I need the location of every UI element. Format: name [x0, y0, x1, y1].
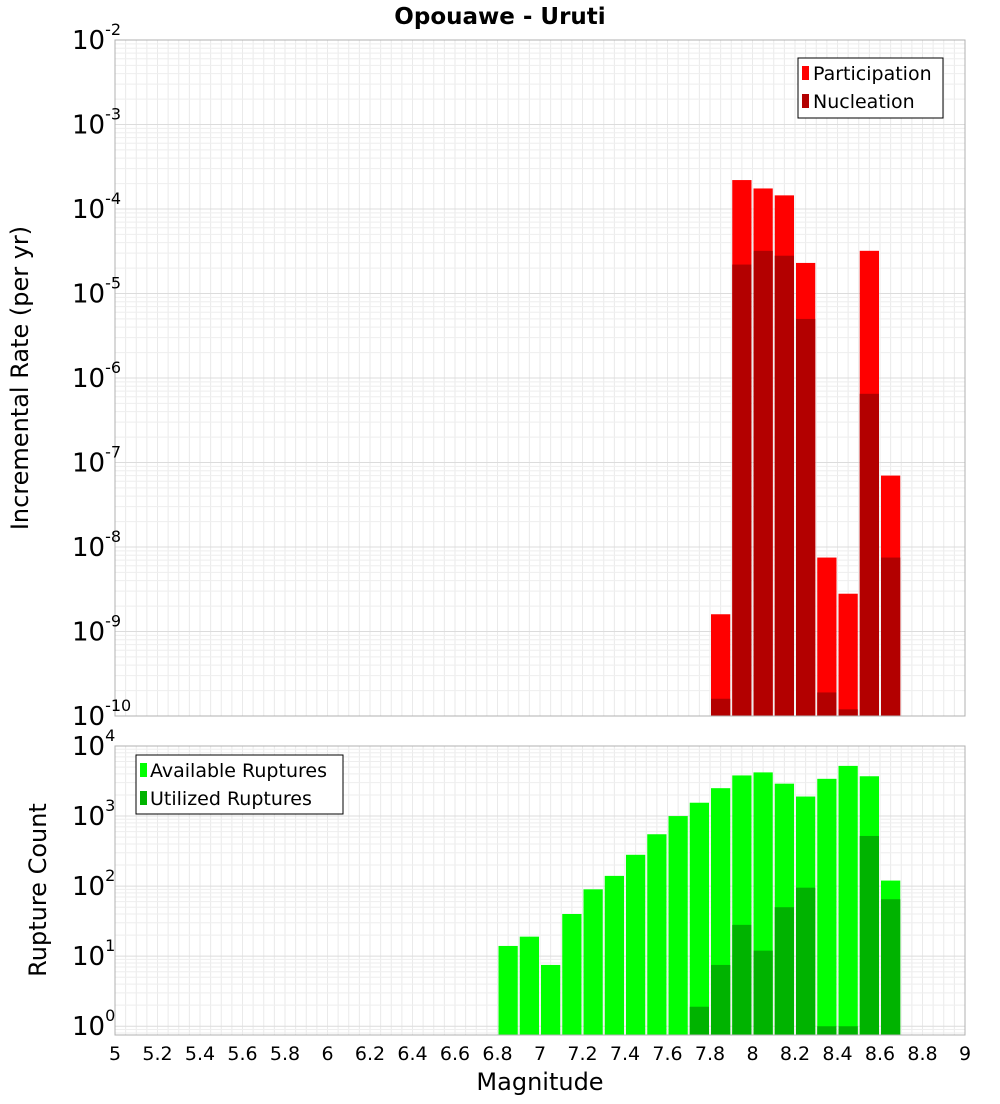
rate-legend: Participation Nucleation — [797, 57, 944, 119]
y-tick-label: 103 — [72, 796, 115, 832]
utilized-ruptures-bar — [859, 835, 879, 1035]
y-tick-label: 10-5 — [72, 274, 121, 310]
utilized-ruptures-bar — [796, 887, 816, 1035]
x-tick-label: 5.4 — [185, 1043, 215, 1065]
participation-bar — [817, 557, 837, 716]
x-tick-label: 5.2 — [142, 1043, 172, 1065]
x-tick-label: 5.8 — [270, 1043, 300, 1065]
nucleation-bar — [774, 255, 794, 716]
count-plot-frame — [114, 745, 966, 1036]
x-tick-label: 6.6 — [440, 1043, 470, 1065]
x-tick-label: 6.2 — [355, 1043, 385, 1065]
x-tick-label: 8.2 — [780, 1043, 810, 1065]
available-ruptures-bar — [498, 945, 518, 1035]
x-tick-label: 5.6 — [227, 1043, 257, 1065]
y-tick-label: 102 — [72, 866, 115, 902]
x-tick-label: 8.4 — [822, 1043, 852, 1065]
x-tick-label: 6.8 — [482, 1043, 512, 1065]
nucleation-bar — [838, 709, 858, 716]
available-ruptures-bar — [647, 834, 667, 1035]
available-ruptures-bar — [817, 778, 837, 1035]
y-tick-label: 10-6 — [72, 358, 121, 394]
nucleation-bar — [817, 692, 837, 716]
y-tick-label: 10-4 — [72, 189, 121, 225]
nucleation-legend-label: Nucleation — [813, 91, 915, 113]
participation-legend-label: Participation — [813, 63, 932, 85]
magnitude-x-axis-label: Magnitude — [476, 1068, 603, 1096]
x-tick-label: 5 — [109, 1043, 121, 1065]
x-tick-label: 6 — [321, 1043, 333, 1065]
nucleation-bar — [753, 250, 773, 716]
nucleation-legend-swatch — [802, 94, 809, 108]
utilized-ruptures-bar — [753, 950, 773, 1035]
x-tick-label: 6.4 — [397, 1043, 427, 1065]
y-tick-label: 10-7 — [72, 443, 121, 479]
available-ruptures-bar — [626, 854, 646, 1035]
x-tick-label: 7.6 — [652, 1043, 682, 1065]
nucleation-bar — [796, 318, 816, 716]
utilized-ruptures-bar — [711, 964, 731, 1035]
y-tick-label: 10-2 — [72, 20, 121, 56]
rate-grid — [114, 40, 966, 717]
x-tick-label: 7.8 — [695, 1043, 725, 1065]
nucleation-bar — [732, 264, 752, 716]
rate-y-ticks: 10-10 10-9 10-8 10-7 10-6 10-5 10-4 10-3 10-2 — [72, 20, 131, 732]
utilized-ruptures-bar — [881, 899, 901, 1035]
available-ruptures-bar — [838, 765, 858, 1035]
utilized-ruptures-bar — [774, 907, 794, 1035]
count-panel: 100 101 102 103 104 5 5.2 5.4 5.6 5.8 6 6.2 6.4 6.6 6… — [24, 726, 971, 1096]
x-tick-label: 8.6 — [865, 1043, 895, 1065]
x-tick-label: 8.8 — [907, 1043, 937, 1065]
utilized-ruptures-legend-label: Utilized Ruptures — [150, 788, 312, 810]
available-ruptures-legend-label: Available Ruptures — [150, 760, 327, 782]
y-tick-label: 101 — [72, 936, 115, 972]
x-tick-label: 7.4 — [610, 1043, 640, 1065]
utilized-ruptures-bar — [732, 924, 752, 1035]
chart-title: Opouawe - Uruti — [394, 4, 605, 30]
utilized-ruptures-legend-swatch — [140, 791, 147, 805]
utilized-ruptures-bar — [689, 1006, 709, 1035]
count-y-ticks: 100 101 102 103 104 — [72, 726, 115, 1042]
available-ruptures-bar — [519, 936, 539, 1035]
x-tick-label: 7.2 — [567, 1043, 597, 1065]
participation-bar — [838, 593, 858, 716]
nucleation-bar — [881, 557, 901, 716]
magnitude-x-ticks: 5 5.2 5.4 5.6 5.8 6 6.2 6.4 6.6 6.8 7 7.2 7.4 7.6 7.8 8… — [109, 1043, 971, 1065]
x-tick-label: 7 — [534, 1043, 546, 1065]
y-tick-label: 104 — [72, 726, 115, 762]
count-legend-box — [135, 754, 344, 815]
count-legend: Available Ruptures Utilized Ruptures — [135, 754, 344, 815]
nucleation-bar — [859, 393, 879, 716]
available-ruptures-bar — [562, 914, 582, 1035]
available-ruptures-bar — [604, 875, 624, 1035]
rate-y-axis-label: Incremental Rate (per yr) — [6, 226, 34, 530]
available-ruptures-bar — [541, 964, 561, 1035]
rate-bars — [711, 180, 901, 717]
utilized-ruptures-bar — [817, 1026, 837, 1035]
available-ruptures-bar — [689, 802, 709, 1035]
available-ruptures-bar — [583, 889, 603, 1035]
rate-legend-box — [797, 57, 944, 119]
rate-plot-frame — [114, 39, 966, 717]
count-y-axis-label: Rupture Count — [24, 803, 52, 977]
y-tick-label: 10-10 — [72, 696, 131, 732]
x-tick-label: 8 — [746, 1043, 758, 1065]
y-tick-label: 100 — [72, 1006, 115, 1042]
nucleation-bar — [711, 698, 731, 716]
participation-legend-swatch — [802, 66, 809, 80]
rate-panel: 10-10 10-9 10-8 10-7 10-6 10-5 10-4 10-3 10-2 In… — [6, 20, 966, 732]
count-bars — [498, 765, 901, 1035]
x-tick-label: 9 — [959, 1043, 971, 1065]
y-tick-label: 10-3 — [72, 105, 121, 141]
y-tick-label: 10-9 — [72, 612, 121, 648]
participation-bar — [711, 614, 731, 716]
available-ruptures-bar — [668, 816, 688, 1035]
available-ruptures-legend-swatch — [140, 763, 147, 777]
y-tick-label: 10-8 — [72, 527, 121, 563]
utilized-ruptures-bar — [838, 1026, 858, 1035]
